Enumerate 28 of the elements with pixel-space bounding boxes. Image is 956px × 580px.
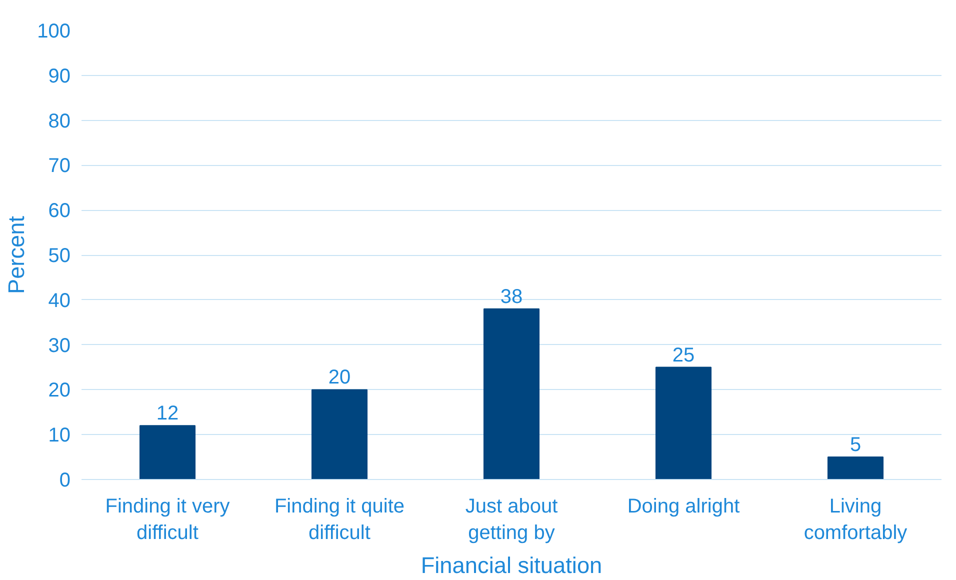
data-label: 12 [156, 402, 179, 425]
y-axis-title: Percent [3, 215, 30, 294]
x-tick-label: Living comfortably [804, 496, 908, 544]
x-tick-label: Finding it very difficult [105, 496, 230, 544]
y-tick-label: 100 [37, 20, 71, 42]
x-tick-label: Just about getting by [465, 496, 558, 544]
x-tick-label: Doing alright [627, 496, 740, 518]
bar [655, 366, 712, 480]
x-axis-title: Financial situation [420, 552, 602, 578]
y-tick-label: 30 [48, 334, 71, 357]
bar [139, 425, 196, 480]
y-tick-label: 90 [48, 65, 71, 88]
y-tick-label: 50 [48, 245, 71, 267]
y-tick-label: 0 [59, 470, 70, 492]
y-tick-label: 80 [48, 110, 71, 132]
data-label: 5 [850, 434, 862, 456]
data-label: 20 [328, 366, 351, 389]
y-tick-label: 70 [48, 155, 71, 178]
bar [311, 389, 368, 480]
data-label: 38 [500, 286, 523, 308]
bar [827, 456, 884, 480]
y-tick-label: 10 [48, 424, 71, 447]
y-tick-label: 40 [48, 290, 71, 312]
x-tick-label: Finding it quite difficult [274, 496, 405, 544]
data-label: 25 [672, 344, 695, 366]
y-tick-label: 20 [48, 380, 71, 402]
bar [483, 308, 540, 480]
y-tick-label: 60 [48, 200, 71, 222]
